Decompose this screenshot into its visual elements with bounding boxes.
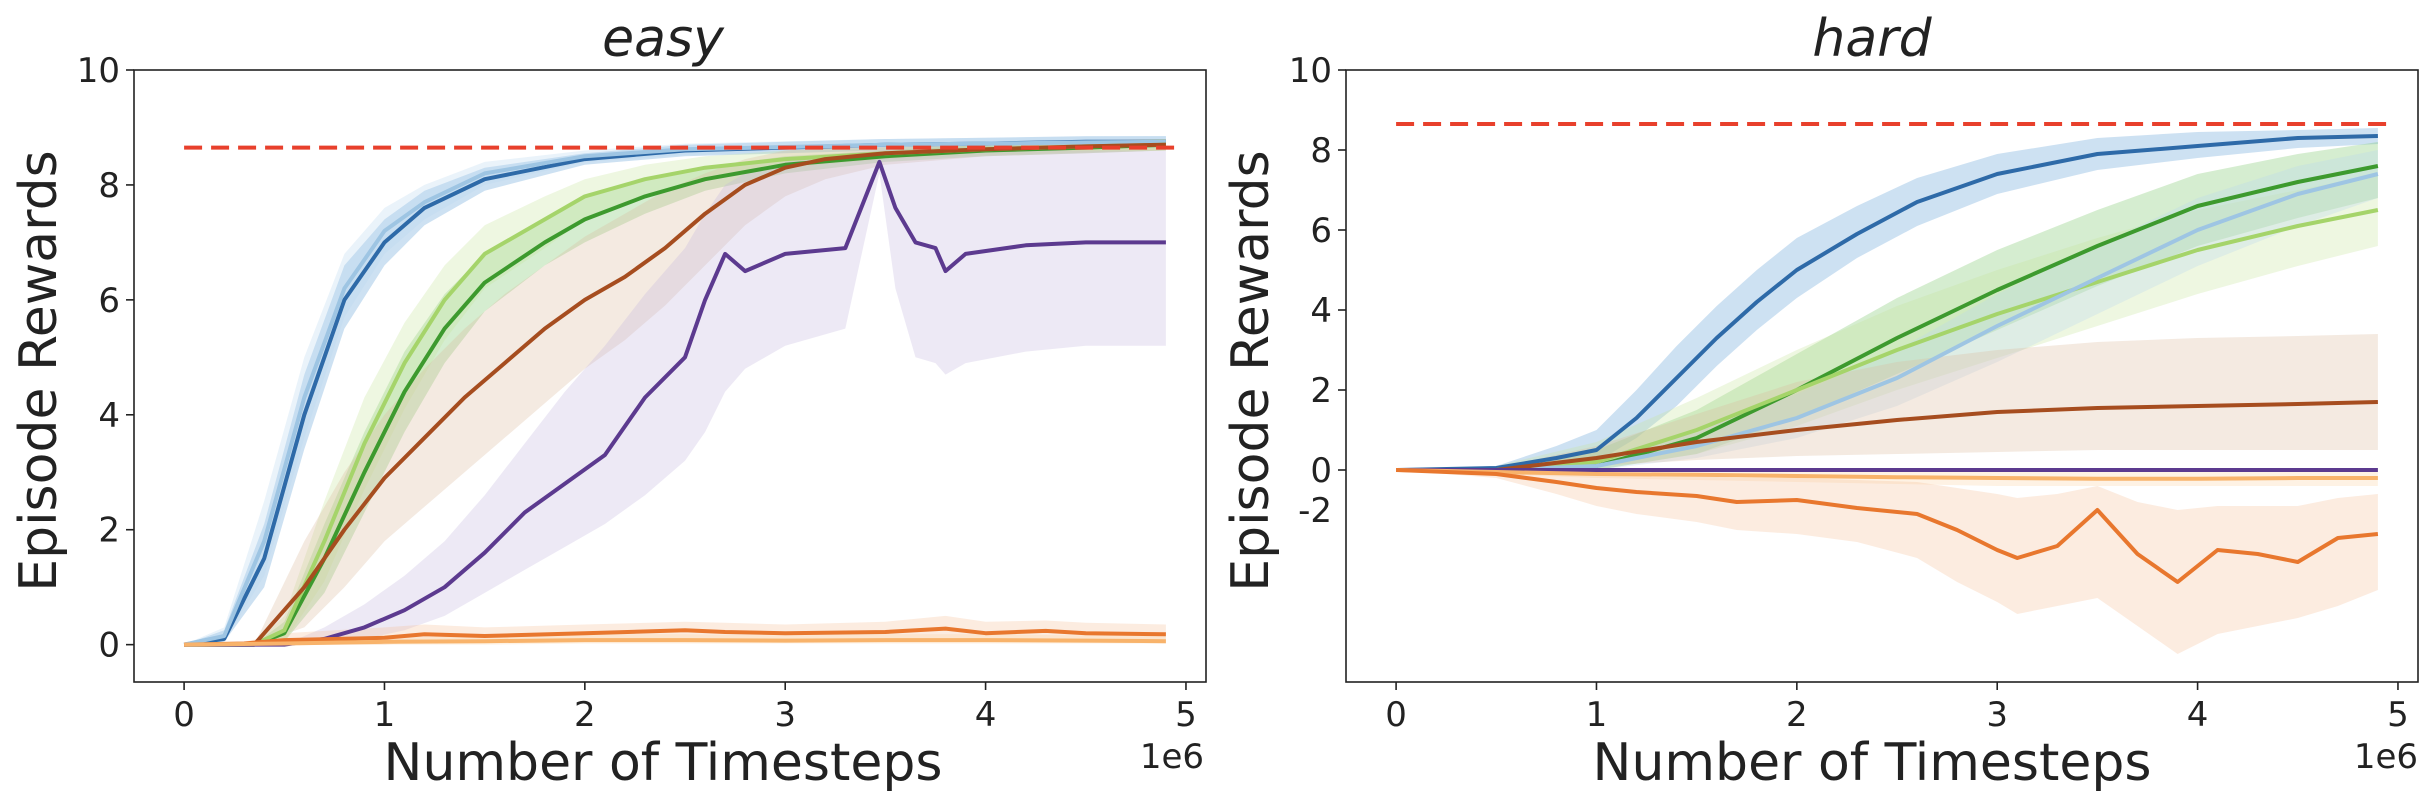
plot-frame [1345, 69, 2419, 683]
series-line-2 [1396, 208, 2379, 472]
y-axis-label: Episode Rewards [1221, 150, 1281, 592]
series-line-6 [184, 626, 1166, 647]
chart-easy: easy 0 1 2 3 4 5 0 2 4 6 8 10 Number of Timesteps E… [9, 9, 1207, 793]
y-tick-label: 2 [1310, 371, 1332, 411]
y-axis-label: Episode Rewards [9, 150, 69, 592]
y-tick-label: 8 [1310, 131, 1332, 171]
y-tick-label: 6 [98, 281, 120, 321]
chart-hard: hard 0 1 2 3 4 5 0 2 4 6 8 10 -2 Number of Timesteps… [1221, 9, 2419, 793]
y-tick-label: 0 [1310, 451, 1332, 491]
series-band-1 [1396, 142, 2378, 470]
plot-frame [133, 69, 1207, 683]
series-band-2 [1396, 174, 2378, 470]
x-tick-label: 0 [1385, 695, 1407, 735]
y-tick-label-extra: -2 [1298, 491, 1332, 531]
x-tick-label: 4 [2187, 695, 2209, 735]
series-line-4 [1396, 400, 2378, 472]
y-tick-label: 10 [1289, 51, 1332, 91]
y-tick-label: 2 [98, 511, 120, 551]
y-tick-label: 4 [98, 396, 120, 436]
x-tick-label: 5 [2387, 695, 2409, 735]
y-tick-label: 4 [1310, 291, 1332, 331]
series-line-3 [1396, 172, 2379, 472]
chart-title: hard [1812, 9, 1932, 69]
x-tick-label: 4 [975, 695, 997, 735]
x-tick-label: 5 [1175, 695, 1197, 735]
series-lines [1396, 134, 2379, 584]
y-tick-label: 0 [98, 626, 120, 666]
x-tick-label: 0 [173, 695, 195, 735]
x-offset-label: 1e6 [2354, 737, 2418, 777]
y-tick-label: 10 [77, 51, 120, 91]
series-line-6 [1396, 468, 2378, 481]
x-tick-label: 3 [774, 695, 796, 735]
x-tick-label: 3 [1986, 695, 2008, 735]
series-lines [183, 139, 1166, 647]
chart-title: easy [602, 9, 725, 69]
series-band-3 [184, 139, 1166, 645]
plot-area: 0 1 2 3 4 5 0 2 4 6 8 10 -2 [1289, 51, 2419, 735]
series-band-7 [1396, 470, 2378, 654]
series-band-0 [1396, 128, 2378, 470]
series-line-5 [184, 159, 1166, 647]
series-line-2 [184, 142, 1166, 647]
confidence-bands [1396, 128, 2378, 654]
series-line-4 [184, 142, 1166, 647]
series-line-7 [1396, 468, 2379, 584]
confidence-bands [184, 136, 1166, 645]
series-line-1 [183, 139, 1166, 647]
series-line-0 [1396, 134, 2378, 472]
x-tick-label: 1 [1586, 695, 1608, 735]
x-tick-label: 2 [574, 695, 596, 735]
x-axis-label: Number of Timesteps [1593, 733, 2152, 793]
x-tick-label: 2 [1786, 695, 1808, 735]
y-tick-label: 6 [1310, 211, 1332, 251]
series-band-5 [184, 150, 1166, 645]
x-axis-label: Number of Timesteps [384, 733, 943, 793]
x-tick-label: 1 [374, 695, 396, 735]
plot-area: 0 1 2 3 4 5 0 2 4 6 8 10 [77, 51, 1207, 735]
series-band-4 [1396, 334, 2378, 470]
y-tick-label: 8 [98, 166, 120, 206]
series-line-7 [184, 638, 1166, 647]
x-offset-label: 1e6 [1140, 737, 1204, 777]
